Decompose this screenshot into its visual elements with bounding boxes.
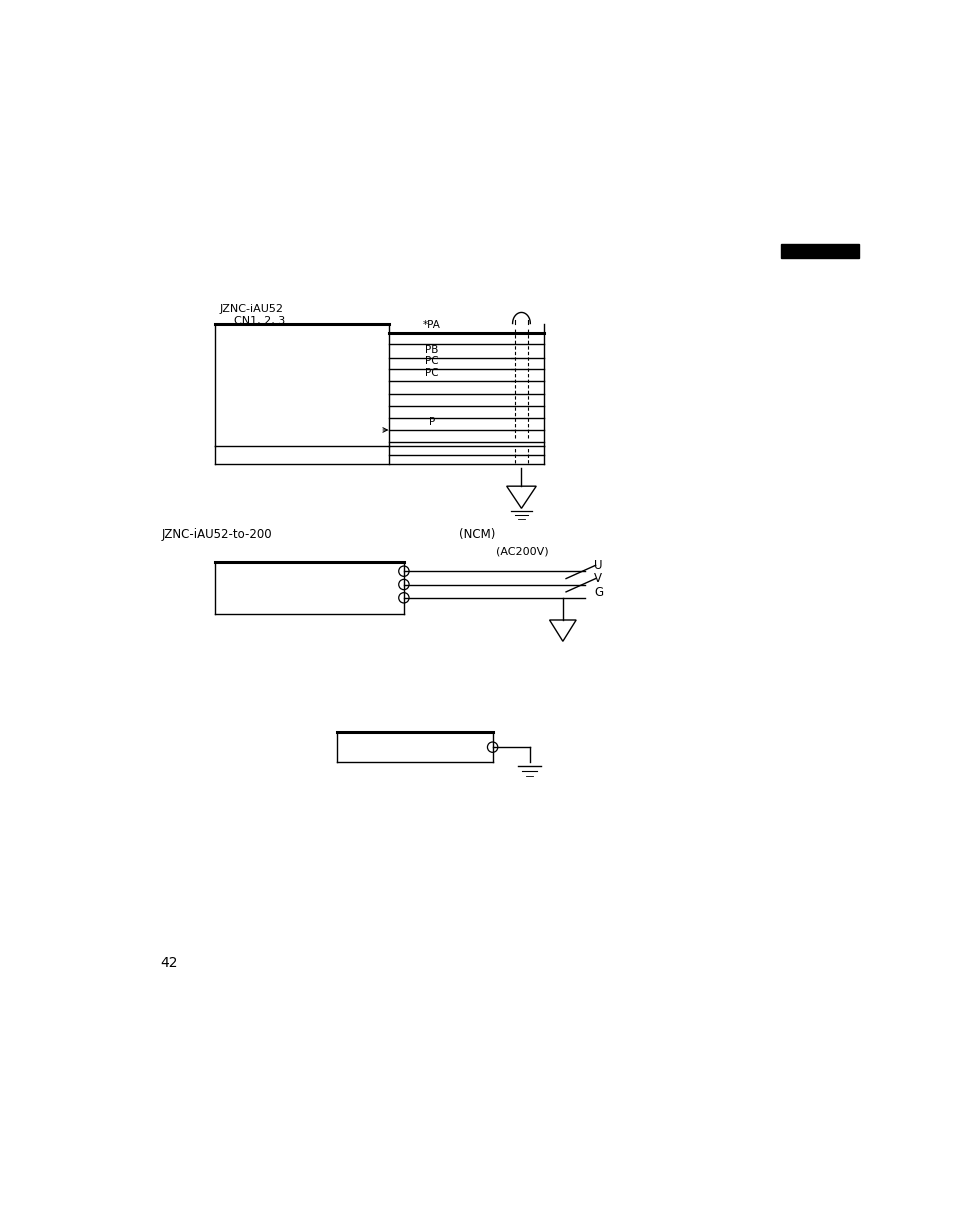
Text: U: U xyxy=(594,559,601,572)
Text: PC: PC xyxy=(425,368,438,378)
Text: V: V xyxy=(594,573,601,585)
Text: *PA: *PA xyxy=(422,320,440,331)
Text: G: G xyxy=(594,586,602,598)
Text: P: P xyxy=(429,417,435,427)
Text: PB: PB xyxy=(425,344,438,355)
Bar xyxy=(781,244,858,258)
Text: PC: PC xyxy=(425,356,438,366)
Text: (AC200V): (AC200V) xyxy=(496,547,548,557)
Text: CN1, 2, 3: CN1, 2, 3 xyxy=(233,315,285,326)
Text: (NCM): (NCM) xyxy=(459,528,496,541)
Text: JZNC-iAU52-to-200: JZNC-iAU52-to-200 xyxy=(161,528,272,541)
Text: 42: 42 xyxy=(160,957,177,970)
Text: JZNC-iAU52: JZNC-iAU52 xyxy=(219,304,283,315)
